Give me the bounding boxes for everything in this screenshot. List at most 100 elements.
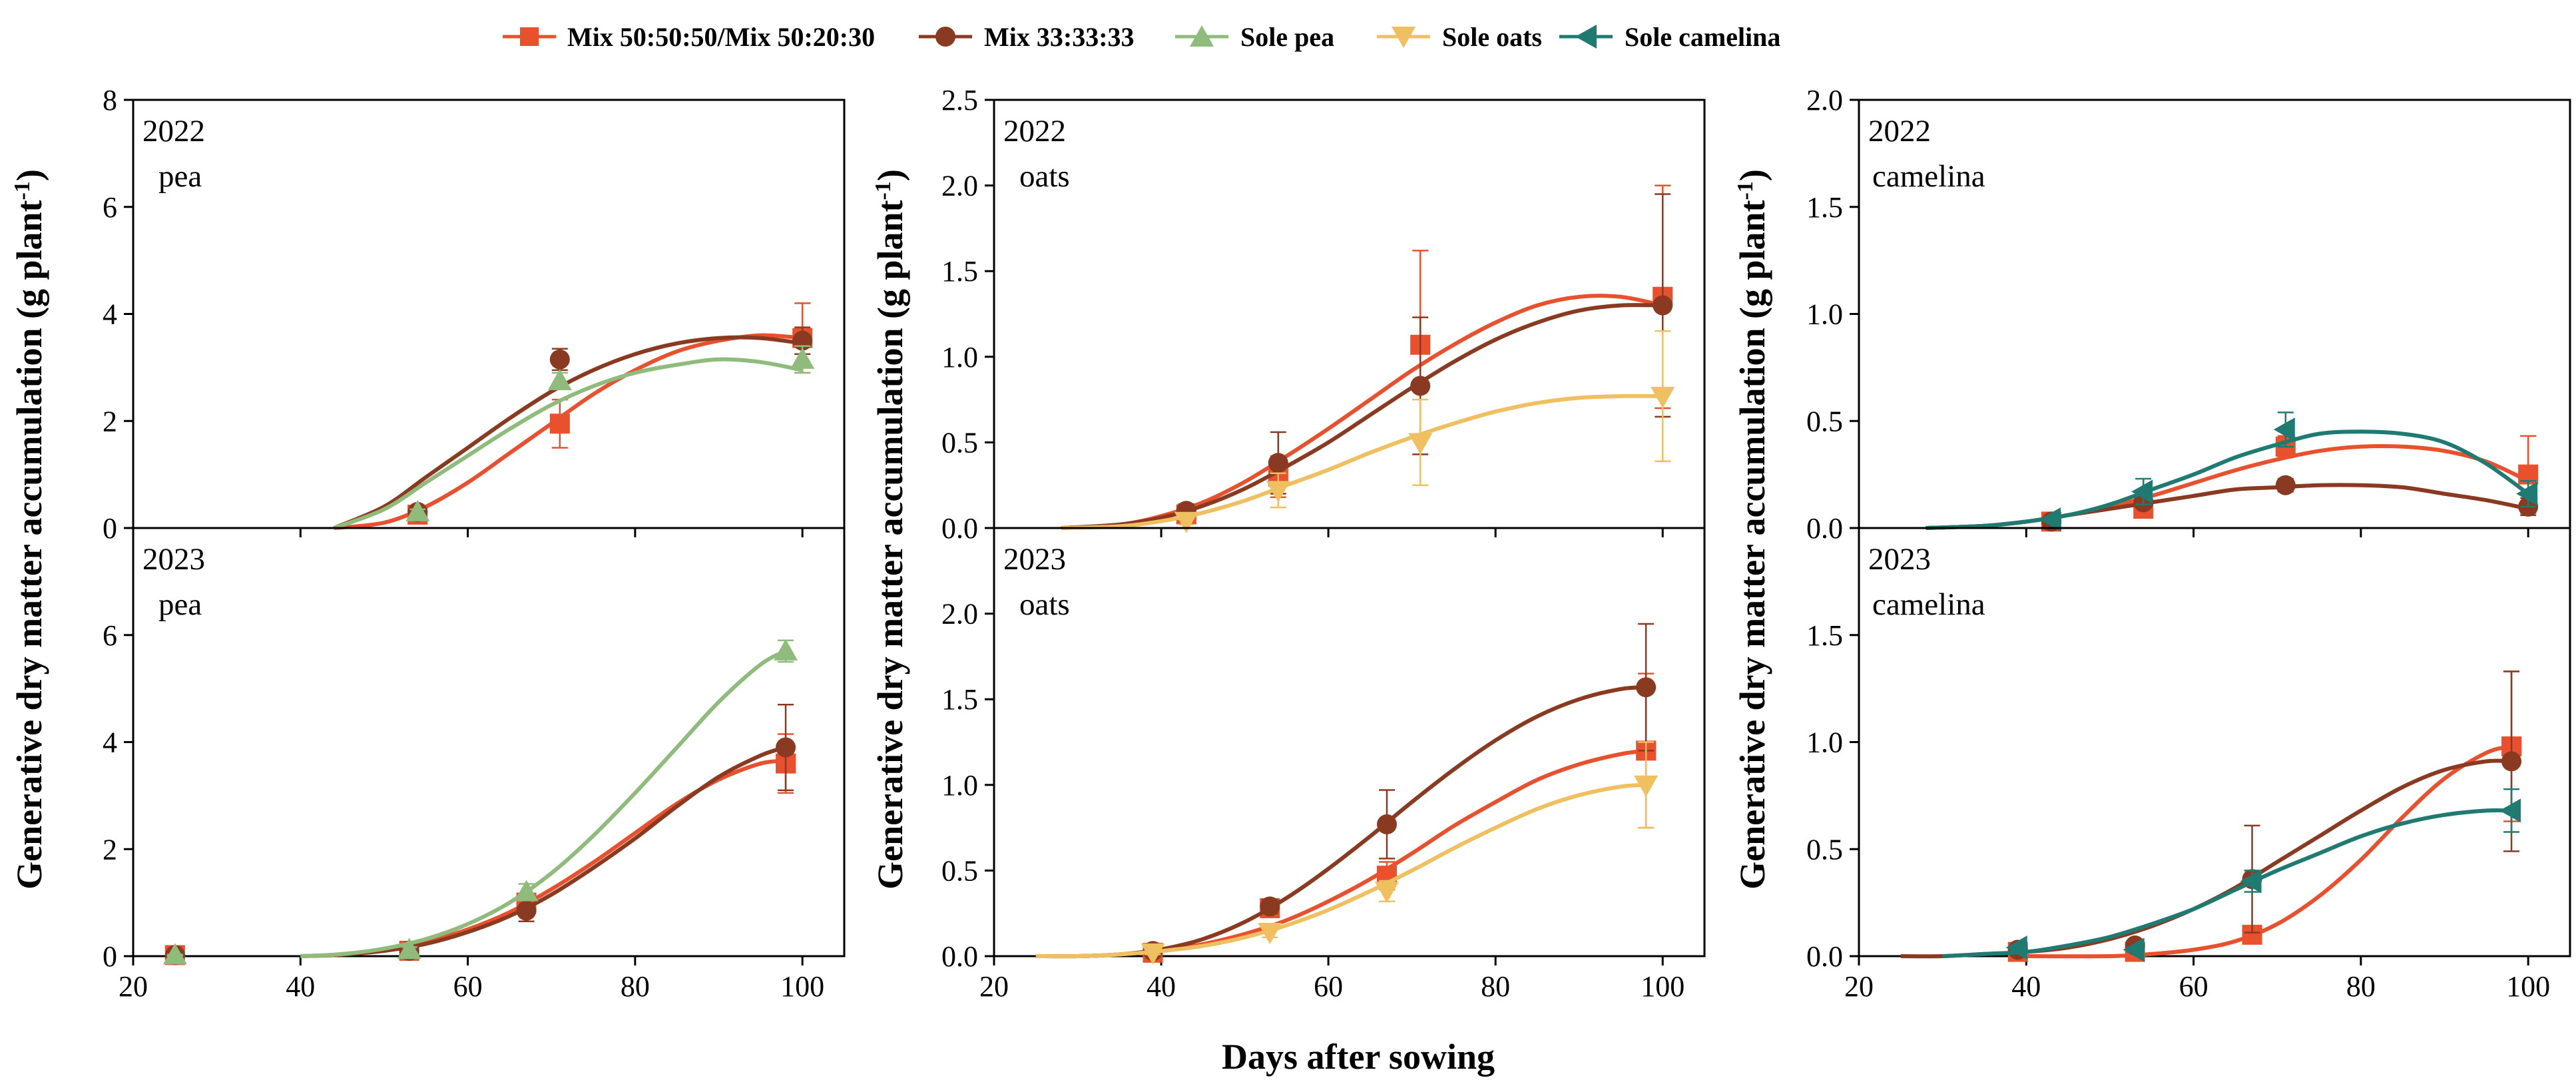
y-axis-labels: Generative dry matter accumulation (g pl… [9, 169, 1772, 890]
series-mix-50-50-50-mix-50-20-30 [1926, 435, 2539, 532]
series-sole-pea [162, 639, 798, 965]
panel-frame [132, 527, 846, 957]
marker-triangle-down [1651, 386, 1675, 408]
series-mix-33-33-33 [164, 703, 796, 965]
series-curve [300, 745, 786, 958]
x-tick-label: 20 [1844, 970, 1874, 1003]
marker-triangle-up [514, 880, 539, 902]
series-curve [2026, 744, 2512, 959]
legend: Mix 50:50:50/Mix 50:20:30 Mix 33:33:33 S… [503, 22, 1780, 52]
y-tick-label: 0.5 [1806, 833, 1843, 866]
y-axis-label-main: Generative dry matter accumulation (g pl… [1732, 200, 1772, 889]
legend-marker-circle [935, 27, 955, 47]
panel-2022-oats: 0.0 0.5 1.0 1.5 2.0 2.5 2022 oats [941, 84, 1706, 545]
legend-marker-triangle-left [1575, 25, 1597, 49]
x-tick-label: 100 [1641, 970, 1684, 1003]
series-curve [300, 758, 786, 958]
y-tick-label: 2 [103, 833, 117, 866]
series-mix-33-33-33 [1035, 623, 1657, 961]
series-sole-oats [1061, 330, 1675, 533]
y-axis-label-main: Generative dry matter accumulation (g pl… [870, 200, 910, 889]
x-tick-label: 40 [286, 970, 315, 1003]
marker-triangle-left [2123, 938, 2145, 962]
series-curve [1942, 808, 2512, 958]
marker-circle [549, 349, 570, 370]
marker-triangle-left [2131, 479, 2153, 504]
y-axis-label-sup: -1 [1733, 181, 1758, 200]
legend-label: Mix 50:50:50/Mix 50:20:30 [567, 22, 875, 52]
y-tick-label: 1.0 [941, 769, 978, 802]
panel-year-label: 2022 [1868, 114, 1931, 148]
y-axis-label-main: Generative dry matter accumulation (g pl… [9, 200, 49, 889]
series-mix-50-50-50-mix-50-20-30 [164, 733, 796, 965]
marker-triangle-down [1634, 775, 1659, 797]
y-axis-label-end: ) [9, 169, 49, 181]
x-tick-label: 100 [2506, 970, 2550, 1003]
marker-circle [1636, 677, 1657, 698]
marker-triangle-up [774, 639, 798, 661]
y-tick-label: 1.0 [1806, 726, 1843, 759]
marker-triangle-left [2039, 507, 2061, 532]
y-axis-label-end: ) [1732, 169, 1772, 181]
panels: 024682022pea0.00.51.01.52.02.52022oats0.… [103, 84, 2571, 1003]
x-tick-label: 40 [2011, 970, 2041, 1003]
y-tick-label: 1.5 [941, 255, 978, 288]
y-tick-label: 0.5 [941, 426, 978, 459]
y-tick-label: 1.5 [941, 683, 978, 716]
marker-triangle-left [2240, 869, 2262, 894]
y-tick-label: 1.0 [941, 341, 978, 374]
x-tick-label: 80 [1481, 970, 1510, 1003]
series-mix-33-33-33 [1900, 671, 2522, 960]
x-tick-label: 80 [2346, 970, 2376, 1003]
series-curve [300, 649, 787, 958]
marker-triangle-left [2516, 481, 2538, 506]
marker-triangle-down [1141, 943, 1165, 965]
legend-item: Mix 33:33:33 [919, 22, 1135, 52]
y-tick-label: 0.0 [941, 940, 978, 973]
panel-crop-label: pea [158, 587, 202, 622]
panel-year-label: 2023 [1868, 542, 1931, 577]
y-tick-label: 0.5 [941, 854, 978, 887]
marker-circle [1653, 295, 1673, 316]
marker-triangle-up [162, 943, 187, 965]
panel-2022-pea: 0 2 4 6 8 2022 pea [103, 84, 846, 545]
marker-triangle-up [397, 938, 421, 959]
legend-item: Sole camelina [1559, 22, 1780, 52]
legend-label: Mix 33:33:33 [984, 22, 1135, 52]
marker-triangle-down [1374, 882, 1399, 904]
series-curve [1061, 394, 1663, 530]
marker-circle [2275, 475, 2296, 495]
x-tick-label: 60 [1314, 970, 1343, 1003]
panel-2022-camelina: 0.0 0.5 1.0 1.5 2.0 2022 camelina [1806, 84, 2571, 545]
marker-triangle-down [1258, 922, 1282, 944]
legend-label: Sole camelina [1625, 22, 1780, 52]
series-curve [1035, 748, 1647, 959]
panel-2023-oats: 0.0 0.5 1.0 1.5 2.0 20 40 60 80 100 2023 oats [941, 527, 1706, 1003]
legend-marker-square [520, 27, 539, 46]
panel-frame [993, 527, 1706, 957]
marker-triangle-down [1266, 481, 1290, 503]
y-tick-label: 0.0 [1806, 940, 1843, 973]
series-curve [1035, 685, 1647, 959]
panel-crop-label: camelina [1872, 159, 1985, 194]
y-axis-label-sup: -1 [871, 181, 896, 200]
series-curve [1035, 782, 1647, 959]
y-tick-label: 0.0 [941, 512, 978, 545]
marker-triangle-up [790, 347, 815, 369]
panel-crop-label: oats [1019, 159, 1070, 194]
series-curve [1061, 303, 1663, 530]
y-tick-label: 1.0 [1806, 298, 1843, 331]
series-curve [1061, 294, 1663, 530]
panel-frame [993, 99, 1706, 529]
y-tick-label: 6 [103, 619, 117, 652]
marker-triangle-left [2499, 798, 2521, 823]
y-tick-label: 2.0 [941, 598, 978, 631]
series-sole-oats [1035, 741, 1659, 965]
legend-label: Sole pea [1240, 22, 1334, 52]
y-tick-label: 0.0 [1806, 512, 1843, 545]
legend-label: Sole oats [1442, 22, 1542, 52]
panel-year-label: 2023 [142, 542, 205, 577]
y-tick-label: 2 [103, 405, 117, 437]
series-curve [1926, 429, 2529, 530]
marker-square [549, 413, 570, 434]
